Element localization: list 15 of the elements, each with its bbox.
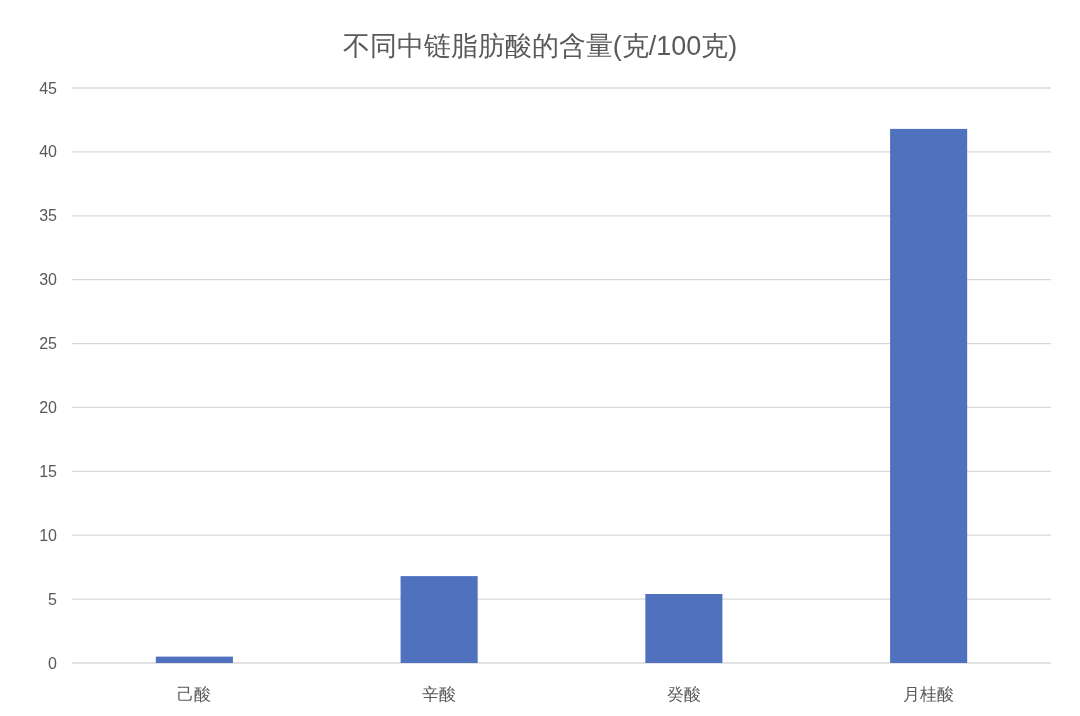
x-tick-label: 辛酸 [422, 684, 457, 704]
y-tick-label: 35 [39, 207, 58, 225]
chart-title: 不同中链脂肪酸的含量(克/100克) [342, 31, 738, 61]
y-tick-label: 40 [39, 143, 58, 161]
y-tick-label: 25 [39, 335, 58, 353]
x-tick-label: 己酸 [177, 684, 212, 704]
y-tick-label: 20 [39, 398, 58, 416]
y-tick-label: 0 [48, 654, 58, 672]
y-tick-label: 45 [39, 79, 58, 97]
x-tick-label: 月桂酸 [903, 684, 955, 704]
y-tick-label: 30 [39, 271, 58, 289]
y-tick-label: 10 [39, 526, 58, 544]
y-tick-label: 15 [39, 462, 58, 480]
y-tick-label: 5 [48, 590, 58, 608]
x-tick-label: 癸酸 [666, 684, 701, 704]
